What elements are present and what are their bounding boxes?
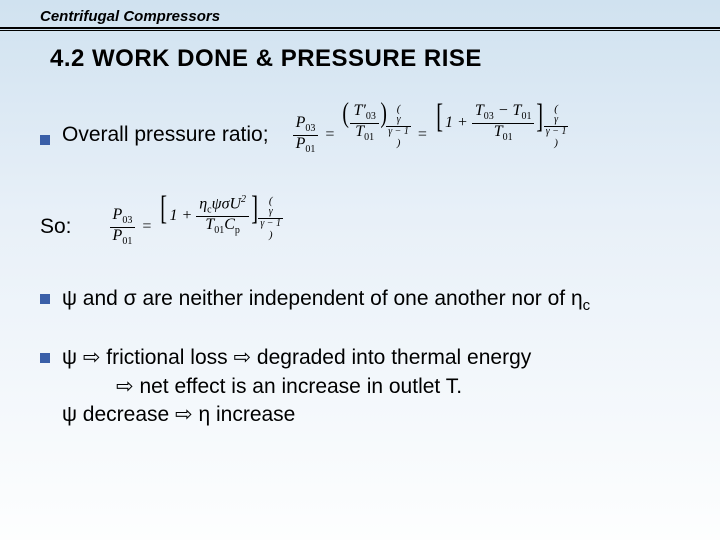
- equation-1: P03 P01 = ( T′03 T01 ) (γγ − 1) = [: [293, 103, 569, 167]
- rule-top: [0, 27, 720, 29]
- section-title: 4.2 WORK DONE & PRESSURE RISE: [50, 45, 720, 73]
- bullet-3: ψ ⇨ frictional loss ⇨ degraded into ther…: [40, 344, 680, 429]
- bullet-1: Overall pressure ratio; P03 P01 = ( T′03…: [40, 103, 680, 167]
- so-label: So:: [40, 215, 72, 239]
- bullet-2: ψ and σ are neither independent of one a…: [40, 285, 680, 316]
- slide-header: Centrifugal Compressors: [0, 0, 720, 25]
- eq2-inner: ηcψσU2 T01Cp: [196, 195, 249, 237]
- bullet-marker: [40, 294, 50, 304]
- eq2-exp: (γγ − 1): [258, 195, 283, 241]
- equation-2: P03 P01 = [ 1 + ηcψσU2 T01Cp ] (γγ − 1): [110, 195, 284, 259]
- bullet-2-text: ψ and σ are neither independent of one a…: [62, 285, 590, 316]
- eq1-mid: T′03 T01: [350, 103, 378, 143]
- eq1-exp2: (γγ − 1): [544, 103, 569, 149]
- bullet-marker: [40, 353, 50, 363]
- eq1-exp1: (γγ − 1): [386, 103, 411, 149]
- so-row: So: P03 P01 = [ 1 + ηcψσU2 T01Cp ]: [40, 195, 680, 259]
- eq1-lhs: P03 P01: [293, 115, 319, 155]
- chapter-title: Centrifugal Compressors: [40, 8, 720, 25]
- eq1-rhs: T03 − T01 T01: [472, 103, 535, 143]
- eq2-lhs: P03 P01: [110, 207, 136, 247]
- bullet-marker: [40, 135, 50, 145]
- content-area: Overall pressure ratio; P03 P01 = ( T′03…: [0, 73, 720, 429]
- bullet-3-text: ψ ⇨ frictional loss ⇨ degraded into ther…: [62, 344, 531, 429]
- rule-mid: [0, 30, 720, 31]
- bullet-1-text: Overall pressure ratio;: [62, 121, 269, 149]
